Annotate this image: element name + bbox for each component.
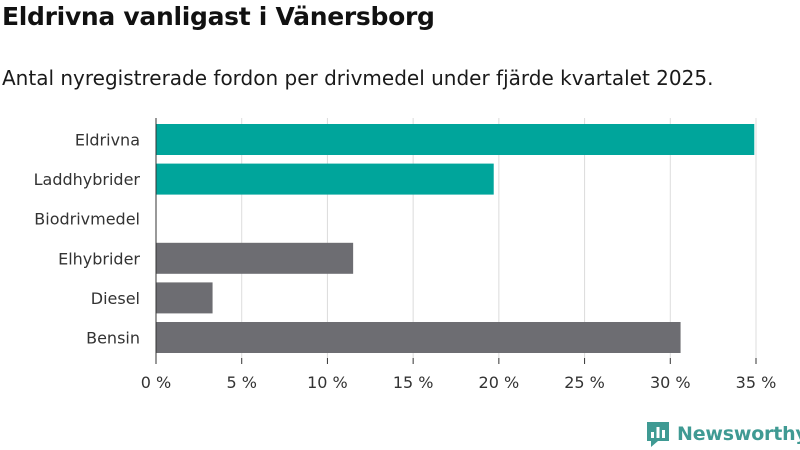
x-axis-ticks: 0 % 5 % 10 % 15 % 20 % 25 % 30 % 35 %	[141, 118, 777, 392]
category-label: Biodrivmedel	[34, 210, 140, 229]
newsworthy-logo: Newsworthy	[645, 420, 800, 448]
gridlines	[241, 118, 757, 358]
bar-eldrivna	[156, 124, 755, 155]
brand-name: Newsworthy	[677, 423, 800, 445]
category-label: Eldrivna	[75, 131, 140, 150]
bars	[156, 124, 755, 353]
bar-bensin	[156, 322, 681, 353]
category-label: Bensin	[86, 329, 140, 348]
bar-diesel	[156, 282, 213, 314]
category-label: Diesel	[91, 289, 140, 308]
category-label: Elhybrider	[58, 249, 140, 268]
x-tick-label: 10 %	[307, 373, 348, 392]
x-tick-label: 35 %	[736, 373, 777, 392]
chart-title: Eldrivna vanligast i Vänersborg	[2, 2, 435, 31]
newsworthy-chart-bubble-icon	[647, 422, 669, 447]
x-tick-label: 0 %	[141, 373, 171, 392]
x-tick-label: 30 %	[650, 373, 691, 392]
bar-elhybrider	[156, 242, 354, 274]
chart-subtitle: Antal nyregistrerade fordon per drivmede…	[2, 66, 714, 90]
bar-laddhybrider	[156, 163, 494, 195]
x-tick-label: 20 %	[479, 373, 520, 392]
x-tick-label: 15 %	[393, 373, 434, 392]
category-label: Laddhybrider	[34, 170, 141, 189]
category-labels: Eldrivna Laddhybrider Biodrivmedel Elhybrid…	[34, 131, 141, 348]
x-tick-label: 25 %	[564, 373, 605, 392]
x-tick-label: 5 %	[226, 373, 256, 392]
